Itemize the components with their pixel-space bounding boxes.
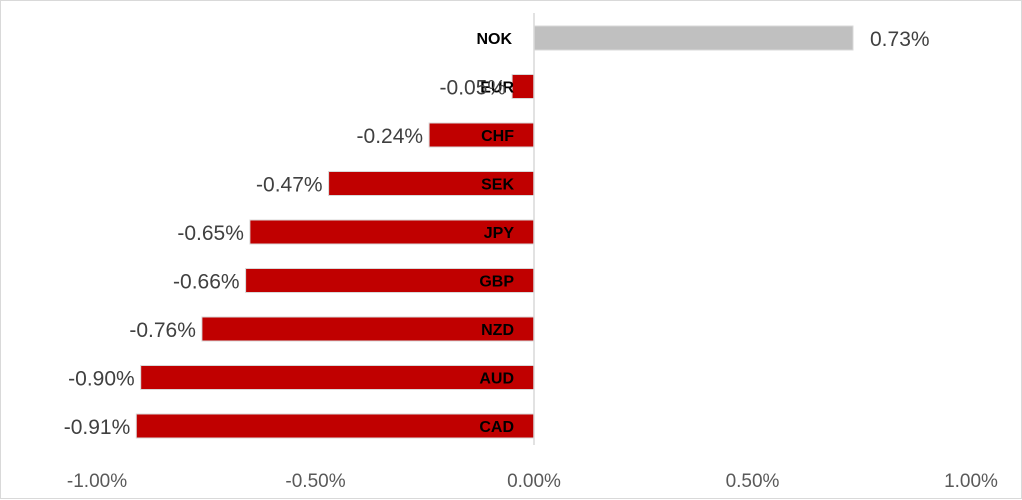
category-label-eur: EUR bbox=[480, 80, 514, 97]
value-label-cad: -0.91% bbox=[64, 416, 131, 439]
value-label-nok: 0.73% bbox=[870, 28, 930, 51]
category-label-gbp: GBP bbox=[479, 274, 514, 291]
value-label-nzd: -0.76% bbox=[129, 319, 196, 342]
x-tick-label: -1.00% bbox=[67, 471, 127, 492]
category-label-aud: AUD bbox=[479, 371, 514, 388]
bar-eur bbox=[511, 74, 535, 99]
category-label-cad: CAD bbox=[479, 419, 514, 436]
category-label-nzd: NZD bbox=[481, 322, 514, 339]
value-label-eur: -0.05% bbox=[440, 77, 507, 100]
x-tick-label: 0.00% bbox=[507, 471, 561, 492]
category-label-sek: SEK bbox=[481, 177, 514, 194]
x-tick-label: 1.00% bbox=[944, 471, 998, 492]
category-label-chf: CHF bbox=[481, 128, 514, 145]
value-label-sek: -0.47% bbox=[256, 174, 323, 197]
value-label-chf: -0.24% bbox=[357, 125, 424, 148]
category-label-nok: NOK bbox=[476, 31, 512, 48]
value-label-aud: -0.90% bbox=[68, 368, 135, 391]
bar-nzd bbox=[201, 316, 535, 342]
category-label-jpy: JPY bbox=[484, 225, 515, 242]
bar-aud bbox=[140, 365, 535, 390]
x-tick-label: 0.50% bbox=[726, 471, 780, 492]
value-label-jpy: -0.65% bbox=[177, 222, 244, 245]
x-tick-label: -0.50% bbox=[285, 471, 345, 492]
bar-nok bbox=[533, 25, 854, 51]
value-label-gbp: -0.66% bbox=[173, 271, 240, 294]
bar-sek bbox=[328, 171, 535, 196]
bar-cad bbox=[135, 413, 535, 439]
